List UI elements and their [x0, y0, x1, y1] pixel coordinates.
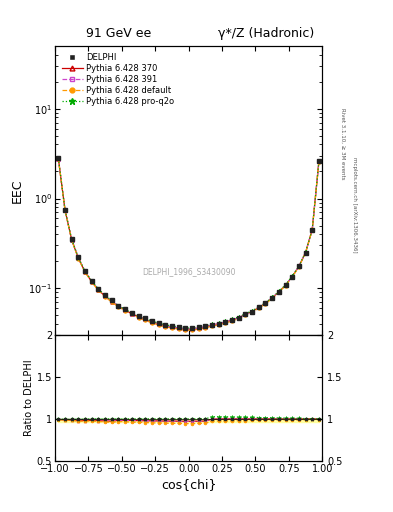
Legend: DELPHI, Pythia 6.428 370, Pythia 6.428 391, Pythia 6.428 default, Pythia 6.428 p: DELPHI, Pythia 6.428 370, Pythia 6.428 3… — [59, 50, 176, 109]
Y-axis label: EEC: EEC — [11, 178, 24, 203]
Text: γ*/Z (Hadronic): γ*/Z (Hadronic) — [218, 27, 314, 40]
Text: DELPHI_1996_S3430090: DELPHI_1996_S3430090 — [142, 267, 235, 276]
Y-axis label: Ratio to DELPHI: Ratio to DELPHI — [24, 359, 34, 436]
Text: mcplots.cern.ch [arXiv:1306.3436]: mcplots.cern.ch [arXiv:1306.3436] — [352, 157, 357, 252]
Text: 91 GeV ee: 91 GeV ee — [86, 27, 152, 40]
X-axis label: cos{chi}: cos{chi} — [161, 478, 217, 490]
Text: Rivet 3.1.10, ≥ 3M events: Rivet 3.1.10, ≥ 3M events — [340, 108, 345, 179]
